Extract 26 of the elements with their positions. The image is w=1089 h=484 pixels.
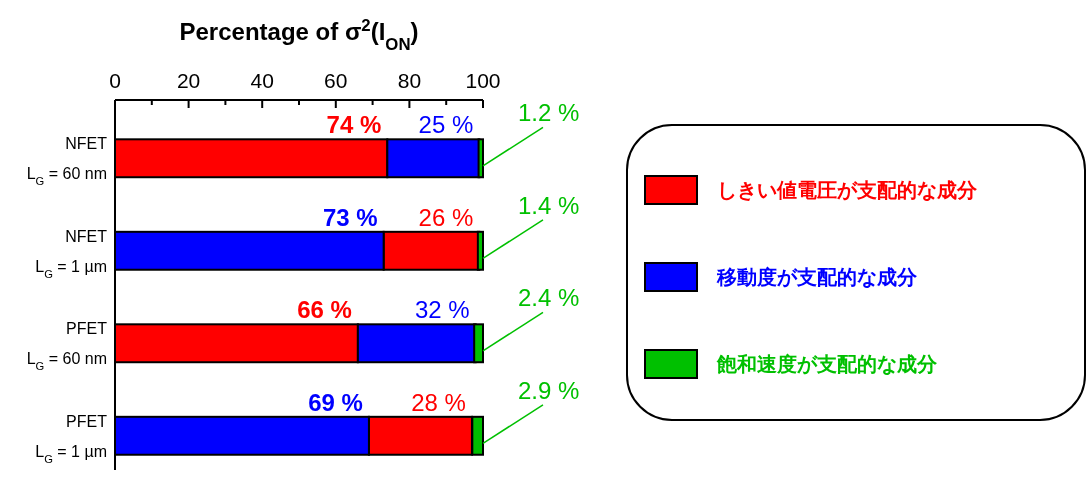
x-tick-label: 0 bbox=[109, 69, 121, 92]
data-label: 2.9 % bbox=[518, 376, 580, 404]
x-tick-label: 20 bbox=[176, 69, 201, 92]
x-tick-label: 80 bbox=[397, 69, 422, 92]
x-tick-label: 100 bbox=[465, 69, 501, 92]
data-label: 2.4 % bbox=[518, 284, 580, 312]
legend-label: 飽和速度が支配的な成分 bbox=[716, 353, 938, 375]
data-label: 28 % bbox=[411, 388, 466, 416]
data-label: 1.4 % bbox=[518, 191, 580, 219]
data-label: 66 % bbox=[297, 296, 352, 324]
category-label: NFET L$_{G}$ = 60 nm bbox=[26, 135, 107, 188]
x-tick-label: 60 bbox=[324, 69, 348, 92]
data-label: 74 % bbox=[326, 111, 382, 139]
data-label: 1.2 % bbox=[518, 99, 580, 127]
x-tick-label: 40 bbox=[250, 69, 274, 92]
category-label: NFET L$_{G}$ = 1 µm bbox=[35, 227, 107, 280]
legend-label: しきい値電圧が支配的な成分 bbox=[717, 179, 978, 201]
category-label: PFET L$_{G}$ = 1 µm bbox=[35, 412, 107, 465]
data-label: 69 % bbox=[308, 388, 363, 416]
chart-title: Percentage of σ$^{2}$(I$_{ON}$) bbox=[179, 15, 419, 54]
legend-label: 移動度が支配的な成分 bbox=[716, 266, 918, 288]
category-label: PFET L$_{G}$ = 60 nm bbox=[26, 320, 107, 373]
data-label: 26 % bbox=[418, 203, 474, 231]
data-label: 25 % bbox=[418, 111, 474, 139]
data-label: 73 % bbox=[322, 203, 378, 231]
data-label: 32 % bbox=[414, 296, 470, 324]
